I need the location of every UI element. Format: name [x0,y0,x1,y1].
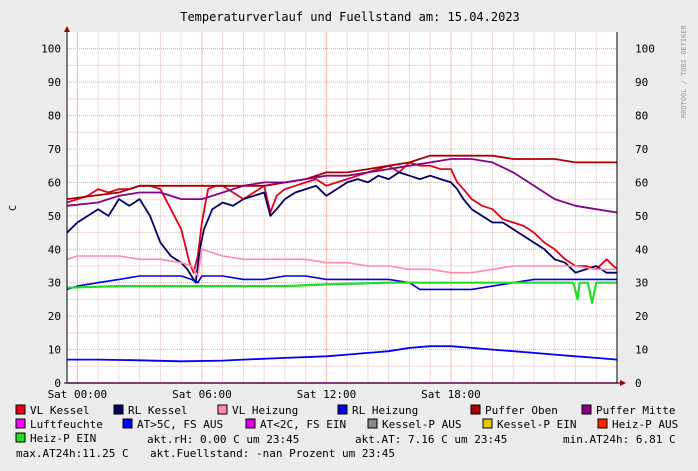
y-tick-label-right: 0 [635,377,642,390]
x-tick-label: Sat 12:00 [297,388,357,401]
series-line [66,158,618,214]
y-tick-label-left: 80 [48,110,61,123]
legend-swatch [15,404,26,415]
y-tick-label-left: 90 [48,76,61,89]
akt-rh-text: akt.rH: 0.00 C um 23:45 [147,433,299,446]
series-line [66,281,617,304]
rrdtool-watermark: RRDTOOL / TOBI OETIKER [680,24,688,118]
y-axis-label: C [8,205,19,211]
y-tick-label-right: 40 [635,243,648,256]
legend-swatch [367,418,378,429]
series-line [66,161,618,274]
y-tick-label-right: 20 [635,310,648,323]
legend-label: Puffer Oben [485,404,558,417]
y-tick-label-right: 80 [635,110,648,123]
plot-area: 0 0 10 10 20 20 30 30 40 40 50 50 60 60 70 70 80 80 90 90 10… [41,26,655,401]
legend-swatch [597,418,608,429]
series-line [66,171,617,284]
x-tick-label: Sat 00:00 [48,388,108,401]
legend-label: RL Kessel [128,404,188,417]
y-tick-label-right: 10 [635,344,648,357]
y-tick-label-left: 10 [48,344,61,357]
plot-background [67,32,617,383]
max-at-text: max.AT24h:11.25 C [16,447,129,460]
series-line [66,154,617,200]
stats-block: akt.rH: 0.00 C um 23:45 akt.AT: 7.16 C u… [16,433,676,460]
y-tick-label-left: 0 [54,377,61,390]
legend-label: Kessel-P AUS [382,418,461,431]
y-tick-label-left: 40 [48,243,61,256]
y-tick-label-right: 100 [635,43,655,56]
y-tick-label-right: 90 [635,76,648,89]
legend-swatch [217,404,228,415]
series-line [67,345,618,363]
legend-swatch [482,418,493,429]
legend-label: Puffer Mitte [596,404,675,417]
legend-label: Kessel-P EIN [497,418,576,431]
legend-label: VL Kessel [30,404,90,417]
y-tick-label-left: 70 [48,143,61,156]
legend-label: VL Heizung [232,404,298,417]
legend-swatch [122,418,133,429]
legend-label: Heiz-P AUS [612,418,678,431]
y-tick-label-right: 50 [635,210,648,223]
legend-label: AT<2C, FS EIN [260,418,346,431]
legend-swatch [15,418,26,429]
akt-at-text: akt.AT: 7.16 C um 23:45 [355,433,507,446]
legend-swatch [470,404,481,415]
legend-swatch [337,404,348,415]
legend-label: RL Heizung [352,404,418,417]
legend-label: Heiz-P EIN [30,432,96,445]
y-tick-label-left: 30 [48,277,61,290]
legend-swatch [15,432,26,443]
legend-swatch [113,404,124,415]
min-at-text: min.AT24h: 6.81 C [563,433,676,446]
y-tick-label-right: 30 [635,277,648,290]
legend-swatch [245,418,256,429]
chart-title: Temperaturverlauf und Fuellstand am: 15.… [180,10,520,24]
fuellstand-text: akt.Fuellstand: -nan Prozent um 23:45 [150,447,395,460]
legend: VL Kessel RL Kessel VL Heizung RL Heizung Pu… [15,404,678,445]
y-tick-label-left: 50 [48,210,61,223]
y-tick-label-right: 70 [635,143,648,156]
y-axis-arrow [64,26,70,32]
x-tick-label: Sat 06:00 [172,388,232,401]
x-axis-arrow [620,380,626,386]
series-line [66,248,617,277]
y-tick-label-left: 100 [41,43,61,56]
legend-label: Luftfeuchte [30,418,103,431]
y-tick-label-left: 60 [48,176,61,189]
legend-label: AT>5C, FS AUS [137,418,223,431]
y-tick-label-left: 20 [48,310,61,323]
x-tick-label: Sat 18:00 [421,388,481,401]
legend-swatch [581,404,592,415]
y-tick-label-right: 60 [635,176,648,189]
